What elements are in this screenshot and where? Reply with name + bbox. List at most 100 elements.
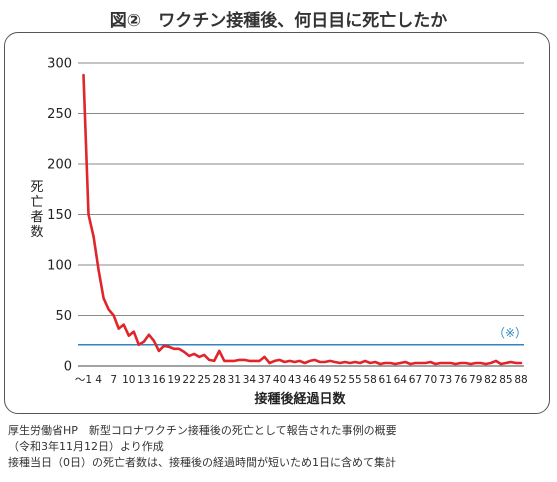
- x-tick-label-1: 4: [95, 374, 102, 386]
- x-tick-label-3: 10: [122, 374, 135, 386]
- data-point-day-49: [323, 361, 326, 363]
- data-point-day-60: [379, 363, 382, 365]
- x-tick-label-10: 31: [228, 374, 241, 386]
- x-tick-label-29: 88: [514, 374, 527, 386]
- x-tick-label-6: 19: [167, 374, 180, 386]
- data-point-day-18: [168, 345, 170, 348]
- data-point-day-56: [359, 362, 361, 364]
- y-axis-label: 死亡者数: [30, 180, 44, 240]
- data-point-day-77: [464, 362, 467, 364]
- data-point-day-30: [228, 360, 231, 362]
- data-point-day-46: [308, 360, 311, 362]
- data-point-day-7: [112, 314, 115, 317]
- data-point-day-53: [344, 361, 346, 363]
- data-point-day-15: [153, 339, 155, 342]
- x-tick-label-26: 79: [469, 374, 482, 386]
- data-point-day-16: [158, 349, 160, 352]
- x-tick-label-16: 49: [318, 374, 331, 386]
- data-point-day-29: [223, 360, 226, 362]
- x-tick-label-21: 64: [394, 374, 408, 386]
- data-point-day-76: [459, 362, 462, 364]
- data-point-day-19: [173, 347, 175, 350]
- source-date-note: （令和3年11月12日）より作成: [8, 440, 164, 453]
- data-point-day-83: [494, 360, 497, 362]
- y-tick-label-0: 0: [64, 360, 72, 375]
- x-tick-label-24: 73: [439, 374, 452, 386]
- data-point-day-25: [203, 353, 206, 356]
- data-point-day-84: [499, 363, 502, 365]
- data-point-day-44: [298, 360, 301, 362]
- x-tick-label-23: 70: [424, 374, 437, 386]
- data-point-day-63: [394, 363, 397, 365]
- data-point-day-12: [137, 343, 140, 346]
- x-tick-label-25: 76: [454, 374, 468, 386]
- data-point-day-10: [127, 334, 130, 337]
- data-point-day-48: [318, 361, 321, 363]
- y-tick-label-200: 200: [47, 158, 72, 173]
- data-point-day-88: [520, 362, 522, 364]
- data-point-day-79: [474, 362, 477, 364]
- x-tick-label-22: 67: [409, 374, 422, 386]
- x-tick-label-17: 52: [333, 374, 346, 386]
- data-point-day-86: [510, 361, 512, 363]
- data-point-day-3: [92, 235, 95, 238]
- data-point-day-64: [399, 362, 402, 364]
- data-point-day-27: [213, 360, 216, 362]
- data-point-day-50: [329, 360, 331, 362]
- data-point-day-26: [208, 359, 211, 361]
- data-point-day-4: [97, 269, 100, 271]
- series-line-0: [82, 73, 523, 366]
- data-point-day-14: [147, 333, 150, 336]
- data-point-day-23: [193, 352, 196, 355]
- x-tick-label-14: 43: [288, 374, 301, 386]
- y-tick-label-150: 150: [47, 208, 72, 223]
- x-tick-label-2: 7: [110, 374, 117, 386]
- y-tick-label-50: 50: [55, 309, 72, 324]
- x-tick-label-15: 46: [303, 374, 317, 386]
- data-point-day-2: [87, 213, 90, 216]
- data-point-day-70: [429, 361, 432, 363]
- data-point-day-72: [439, 362, 442, 364]
- data-point-day-52: [339, 362, 341, 364]
- data-point-day-41: [283, 361, 286, 363]
- data-point-day-75: [454, 363, 457, 365]
- data-point-day-73: [444, 362, 447, 364]
- data-point-day-28: [218, 349, 221, 352]
- data-point-day-35: [253, 360, 256, 362]
- data-point-day-54: [349, 362, 351, 364]
- data-point-day-13: [142, 340, 145, 343]
- x-axis-title: 接種後経過日数: [254, 391, 346, 407]
- data-point-day-61: [384, 362, 387, 364]
- x-tick-label-13: 40: [273, 374, 286, 386]
- data-point-day-17: [163, 344, 165, 347]
- data-point-day-74: [449, 362, 452, 364]
- data-point-day-6: [107, 308, 110, 311]
- data-point-day-42: [288, 360, 291, 362]
- data-point-day-65: [404, 361, 407, 363]
- data-point-day-85: [505, 362, 507, 364]
- data-point-day-22: [188, 355, 191, 357]
- data-point-day-47: [313, 359, 316, 361]
- data-point-day-78: [469, 363, 472, 365]
- data-point-day-51: [334, 361, 336, 363]
- data-point-day-24: [198, 356, 201, 358]
- data-point-day-1: [82, 74, 85, 77]
- x-tick-label-28: 85: [499, 374, 512, 386]
- data-point-day-71: [434, 363, 437, 365]
- x-tick-label-8: 25: [198, 374, 211, 386]
- x-tick-label-18: 55: [348, 374, 361, 386]
- y-tick-label-100: 100: [47, 259, 72, 274]
- x-tick-label-0: ～1: [75, 374, 92, 386]
- x-tick-label-20: 61: [379, 374, 392, 386]
- data-point-day-68: [419, 362, 422, 364]
- data-point-day-11: [132, 330, 135, 333]
- data-point-day-34: [248, 360, 251, 362]
- data-point-day-37: [263, 356, 266, 358]
- data-point-day-66: [409, 363, 412, 365]
- data-point-day-8: [117, 327, 120, 330]
- y-tick-label-300: 300: [47, 57, 72, 72]
- data-point-day-81: [484, 363, 487, 365]
- data-point-day-43: [293, 361, 296, 363]
- data-point-day-62: [389, 362, 392, 364]
